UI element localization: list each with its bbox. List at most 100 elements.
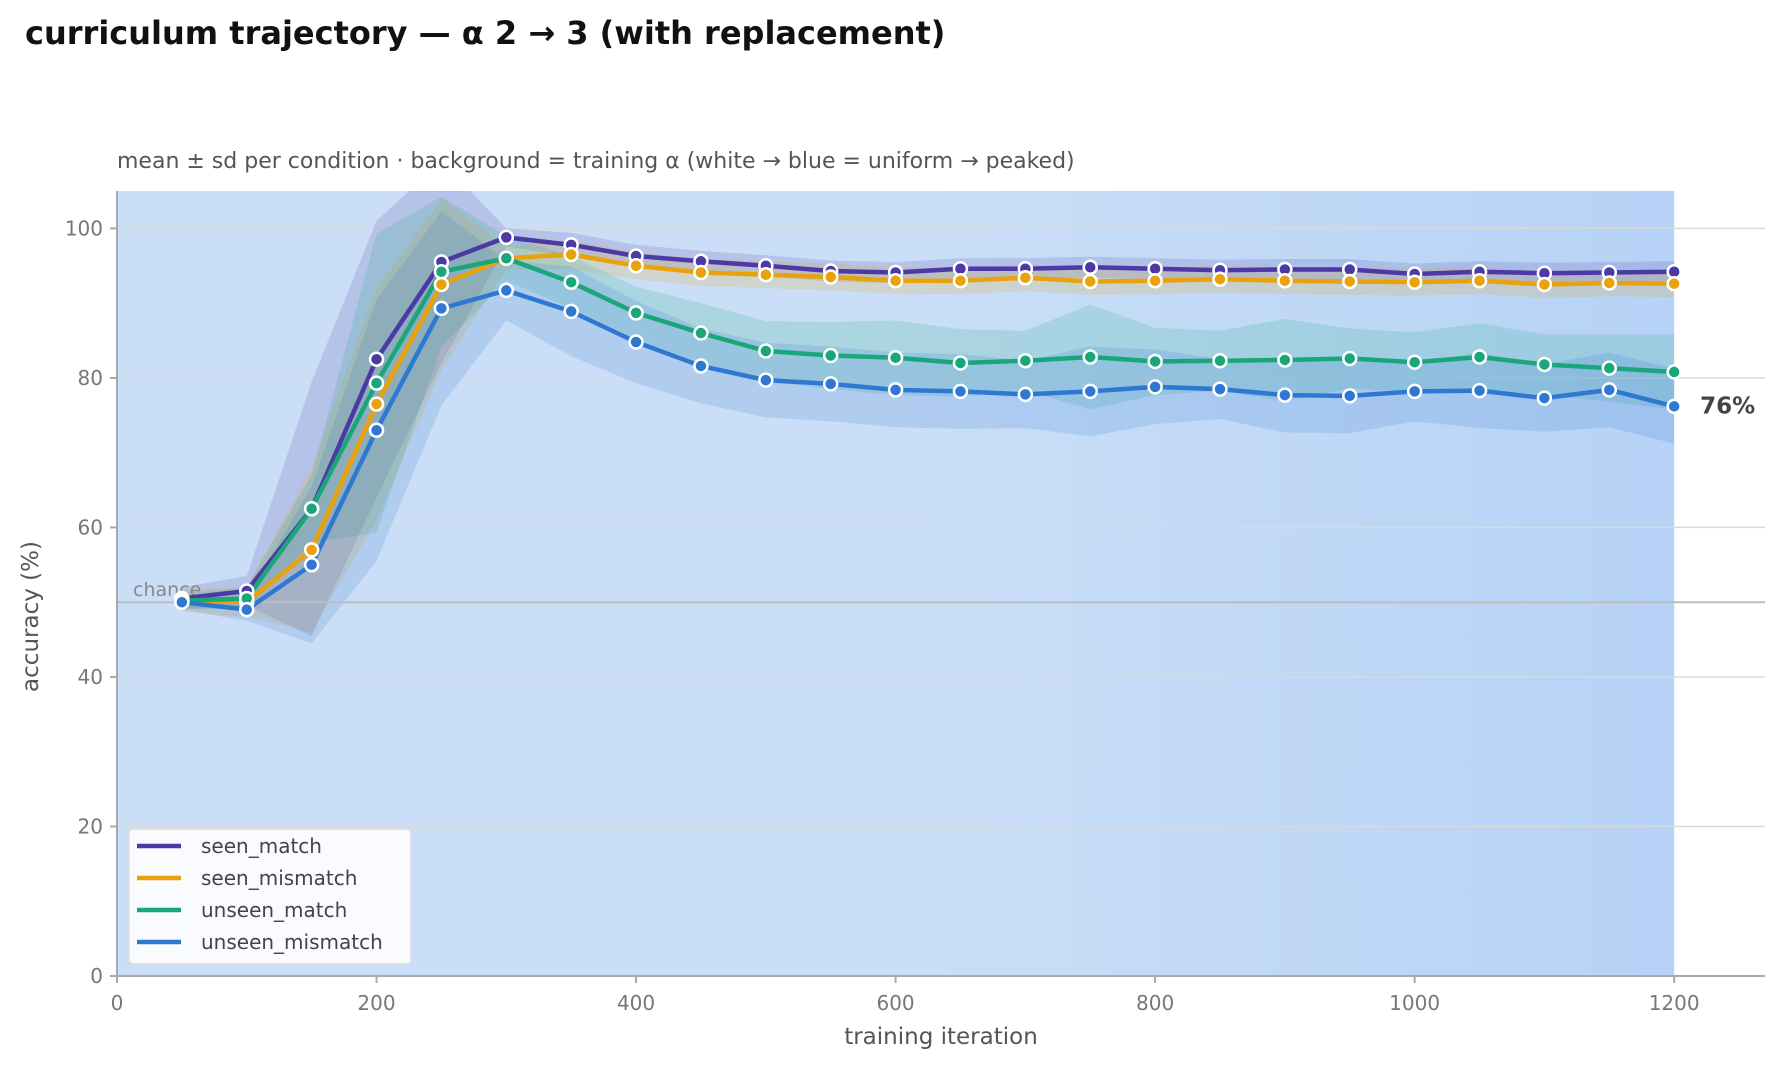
data-point-seen_mismatch [1601, 275, 1618, 291]
data-point-unseen_match [1471, 349, 1488, 365]
data-point-unseen_mismatch [887, 382, 904, 398]
data-point-seen_mismatch [952, 272, 969, 289]
data-point-unseen_mismatch [1601, 382, 1618, 398]
data-point-unseen_match [1017, 352, 1034, 369]
sd-band-unseen_mismatch [181, 211, 1675, 644]
data-point-seen_mismatch [563, 246, 579, 263]
end-value-label: 76% [1700, 393, 1755, 419]
y-tick-label: 40 [78, 665, 103, 689]
data-point-seen_mismatch [693, 264, 709, 281]
data-point-seen_mismatch [628, 258, 644, 274]
x-tick-label: 800 [1136, 991, 1174, 1015]
chart-title: curriculum trajectory — α 2 → 3 (with re… [25, 14, 946, 52]
data-point-unseen_mismatch [174, 594, 190, 610]
chart-subtitle: mean ± sd per condition · background = t… [117, 149, 1075, 174]
data-point-unseen_mismatch [758, 372, 774, 388]
data-point-seen_mismatch [1471, 272, 1488, 289]
data-point-unseen_mismatch [303, 557, 320, 573]
data-point-unseen_mismatch [1277, 387, 1293, 403]
data-point-unseen_mismatch [952, 383, 969, 400]
data-point-unseen_mismatch [822, 376, 839, 392]
y-tick-label: 100 [65, 216, 103, 240]
x-tick-label: 1000 [1389, 991, 1440, 1015]
data-point-unseen_match [628, 305, 644, 321]
sd-band-seen_mismatch [181, 198, 1675, 633]
data-point-unseen_match [1601, 360, 1618, 376]
data-point-unseen_mismatch [1212, 381, 1228, 397]
data-point-seen_match [368, 351, 385, 367]
sd-band-unseen_match [181, 196, 1675, 610]
data-point-unseen_match [758, 343, 774, 359]
data-point-unseen_match [1212, 352, 1228, 369]
data-point-seen_mismatch [1406, 274, 1423, 290]
data-point-unseen_mismatch [1147, 379, 1163, 395]
x-tick-label: 0 [111, 991, 124, 1015]
data-point-seen_match [1082, 259, 1098, 276]
data-point-unseen_mismatch [1471, 382, 1488, 399]
x-tick-label: 600 [876, 991, 914, 1015]
data-point-seen_mismatch [1277, 272, 1293, 289]
x-tick-label: 400 [617, 991, 655, 1015]
data-point-unseen_match [1342, 350, 1358, 367]
data-point-unseen_match [563, 274, 579, 290]
legend-label-unseen_match: unseen_match [201, 898, 347, 922]
series-line-unseen_mismatch [179, 288, 1677, 612]
data-point-unseen_mismatch [693, 358, 709, 374]
data-point-unseen_match [433, 263, 450, 280]
y-tick-label: 20 [78, 814, 103, 838]
data-point-unseen_match [1082, 349, 1098, 365]
data-point-seen_mismatch [1536, 276, 1553, 293]
y-tick-label: 80 [78, 366, 103, 390]
legend-label-seen_match: seen_match [201, 834, 322, 858]
legend-label-unseen_mismatch: unseen_mismatch [201, 930, 383, 954]
data-point-seen_mismatch [1082, 273, 1098, 290]
data-point-unseen_match [498, 250, 515, 267]
data-point-unseen_match [822, 347, 839, 364]
data-point-unseen_match [1666, 364, 1682, 380]
y-tick-label: 0 [90, 964, 103, 988]
data-point-seen_mismatch [887, 272, 904, 289]
data-point-unseen_mismatch [1342, 388, 1358, 404]
x-axis-label: training iteration [844, 1024, 1038, 1050]
data-point-seen_mismatch [1342, 273, 1358, 290]
data-point-seen_mismatch [303, 542, 320, 558]
data-point-unseen_match [1536, 356, 1553, 373]
data-point-unseen_match [887, 349, 904, 366]
data-point-unseen_match [1147, 353, 1163, 370]
data-point-seen_mismatch [368, 396, 385, 412]
series-line-seen_match [179, 235, 1677, 601]
legend-box [128, 828, 412, 965]
legend-label-seen_mismatch: seen_mismatch [201, 866, 357, 890]
x-tick-label: 200 [357, 991, 395, 1015]
data-point-unseen_match [952, 355, 969, 371]
data-point-seen_mismatch [822, 269, 839, 285]
data-point-unseen_mismatch [1082, 383, 1098, 400]
data-point-seen_mismatch [758, 266, 774, 283]
data-point-unseen_mismatch [433, 300, 450, 317]
data-point-seen_mismatch [1147, 272, 1163, 289]
data-point-unseen_mismatch [1017, 386, 1034, 403]
data-point-unseen_mismatch [1536, 390, 1553, 406]
data-point-unseen_mismatch [1406, 383, 1423, 400]
data-point-unseen_mismatch [628, 334, 644, 350]
x-tick-label: 1200 [1649, 991, 1700, 1015]
y-axis-label: accuracy (%) [18, 541, 44, 692]
series-line-unseen_match [179, 256, 1677, 603]
y-tick-label: 60 [78, 515, 103, 539]
data-point-seen_mismatch [1666, 275, 1682, 292]
data-point-seen_mismatch [1212, 271, 1228, 287]
data-point-unseen_mismatch [563, 303, 579, 320]
data-point-seen_mismatch [433, 276, 450, 293]
data-point-unseen_match [693, 325, 709, 341]
data-point-unseen_match [368, 375, 385, 391]
data-point-unseen_mismatch [1666, 398, 1682, 415]
data-point-unseen_match [303, 500, 320, 517]
series-line-seen_mismatch [179, 252, 1677, 605]
data-point-seen_match [498, 229, 515, 246]
data-point-unseen_match [1406, 354, 1423, 370]
data-point-unseen_mismatch [239, 601, 255, 618]
data-point-unseen_mismatch [498, 282, 515, 299]
data-point-seen_mismatch [1017, 269, 1034, 286]
data-point-unseen_mismatch [368, 422, 385, 438]
